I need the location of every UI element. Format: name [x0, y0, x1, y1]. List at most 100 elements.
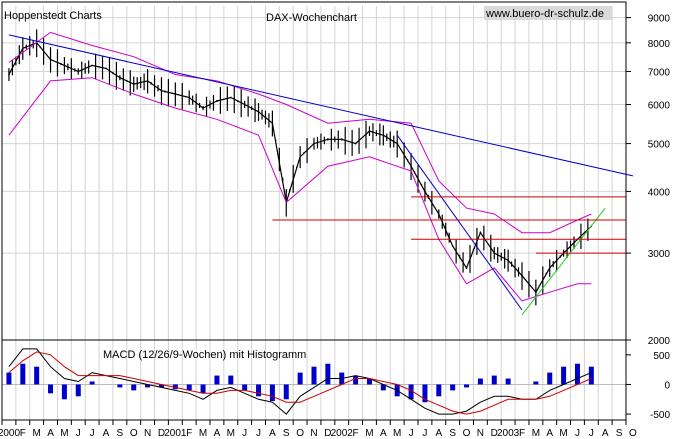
macd-histogram-bar: [547, 372, 553, 385]
x-tick-label: M: [32, 428, 40, 439]
x-tick-label: F: [353, 428, 359, 439]
x-tick-label: J: [90, 428, 95, 439]
price-point: [493, 252, 496, 254]
price-point: [77, 70, 80, 73]
downtrend-line: [8, 34, 634, 177]
price-point: [299, 156, 301, 158]
y-tick-label: 4000: [648, 187, 671, 198]
price-point: [63, 64, 66, 67]
macd-histogram-bar: [256, 384, 262, 397]
macd-histogram-bar: [561, 366, 567, 385]
macd-histogram-bar: [186, 384, 192, 391]
x-tick-label: J: [409, 428, 414, 439]
price-point: [160, 89, 163, 92]
y-tick-label: 6000: [648, 101, 671, 112]
y-tick-label: 7000: [648, 67, 671, 78]
macd-histogram-bar: [269, 384, 275, 402]
x-tick-label: O: [463, 428, 471, 439]
macd-histogram-bar: [89, 381, 95, 385]
y-tick-label: 2000: [648, 336, 671, 347]
price-point: [271, 122, 274, 124]
price-point: [146, 80, 149, 82]
price-point: [119, 76, 121, 79]
macd-histogram-bar: [117, 384, 123, 388]
macd-histogram-bar: [283, 384, 289, 400]
macd-histogram-bar: [20, 363, 26, 385]
x-tick-label: A: [214, 428, 221, 439]
x-tick-label: 2002: [331, 428, 354, 439]
steep-downtrend: [396, 134, 523, 311]
macd-histogram-bar: [477, 378, 483, 385]
x-tick-label: D: [324, 428, 331, 439]
price-point: [22, 47, 24, 50]
y-tick-label: 9000: [648, 14, 671, 25]
x-tick-label: D: [158, 428, 165, 439]
watermark-box: [484, 6, 612, 20]
chart-title: DAX-Wochenchart: [266, 12, 357, 24]
price-point: [354, 142, 357, 145]
macd-histogram-bar: [505, 378, 511, 385]
price-point: [340, 138, 343, 141]
macd-histogram-bar: [353, 375, 359, 385]
x-tick-label: F: [186, 428, 192, 439]
x-tick-label: O: [629, 428, 637, 439]
x-tick-label: 2003: [497, 428, 520, 439]
macd-title: MACD (12/26/9-Wochen) mit Histogramm: [103, 349, 306, 361]
uptrend-line: [521, 207, 606, 316]
price-point: [174, 93, 177, 95]
price-point: [313, 142, 315, 145]
macd-histogram-bar: [436, 384, 442, 397]
macd-histogram-bar: [172, 384, 178, 390]
x-tick-label: A: [602, 428, 609, 439]
y-tick-label: 5000: [648, 140, 671, 151]
macd-histogram-bar: [34, 366, 40, 385]
macd-histogram-bar: [491, 375, 497, 385]
macd-histogram-bar: [242, 384, 248, 391]
x-tick-label: N: [477, 428, 484, 439]
macd-histogram-bar: [48, 384, 54, 394]
macd-histogram-bar: [380, 384, 386, 391]
price-point: [230, 96, 232, 99]
price-point: [535, 291, 537, 293]
price-point: [243, 103, 246, 106]
price-point: [451, 245, 454, 247]
x-tick-label: J: [422, 428, 427, 439]
price-point: [548, 267, 551, 269]
x-tick-label: A: [269, 428, 276, 439]
x-tick-label: A: [435, 428, 442, 439]
x-tick-label: 2000: [0, 428, 20, 439]
macd-histogram-bar: [158, 384, 164, 388]
price-point: [105, 67, 107, 70]
x-tick-label: M: [199, 428, 207, 439]
macd-histogram-bar: [325, 363, 331, 385]
x-tick-label: O: [130, 428, 138, 439]
macd-histogram-bar: [228, 375, 234, 385]
macd-histogram-bar: [588, 366, 594, 385]
x-tick-label: A: [47, 428, 54, 439]
price-point: [327, 138, 329, 141]
price-point: [396, 142, 399, 145]
price-point: [202, 107, 204, 109]
x-tick-label: N: [144, 428, 151, 439]
bollinger-upper-band: [8, 31, 592, 234]
macd-histogram-bar: [366, 378, 372, 385]
x-tick-label: M: [365, 428, 373, 439]
macd-histogram-bar: [6, 372, 12, 385]
macd-histogram-bar: [145, 384, 151, 388]
y-tick-label: 3000: [648, 249, 671, 260]
macd-y-tick-label: -500: [650, 410, 670, 421]
price-point: [91, 64, 93, 67]
price-point: [521, 274, 523, 277]
x-tick-label: S: [117, 428, 124, 439]
x-tick-label: J: [242, 428, 247, 439]
bollinger-lower-band: [8, 77, 592, 302]
price-point: [188, 96, 190, 99]
price-point: [465, 267, 468, 269]
x-tick-label: J: [76, 428, 81, 439]
price-point: [438, 213, 440, 215]
watermark: www.buero-dr-schulz.de: [485, 8, 604, 20]
price-point: [507, 259, 509, 262]
x-tick-label: M: [227, 428, 235, 439]
